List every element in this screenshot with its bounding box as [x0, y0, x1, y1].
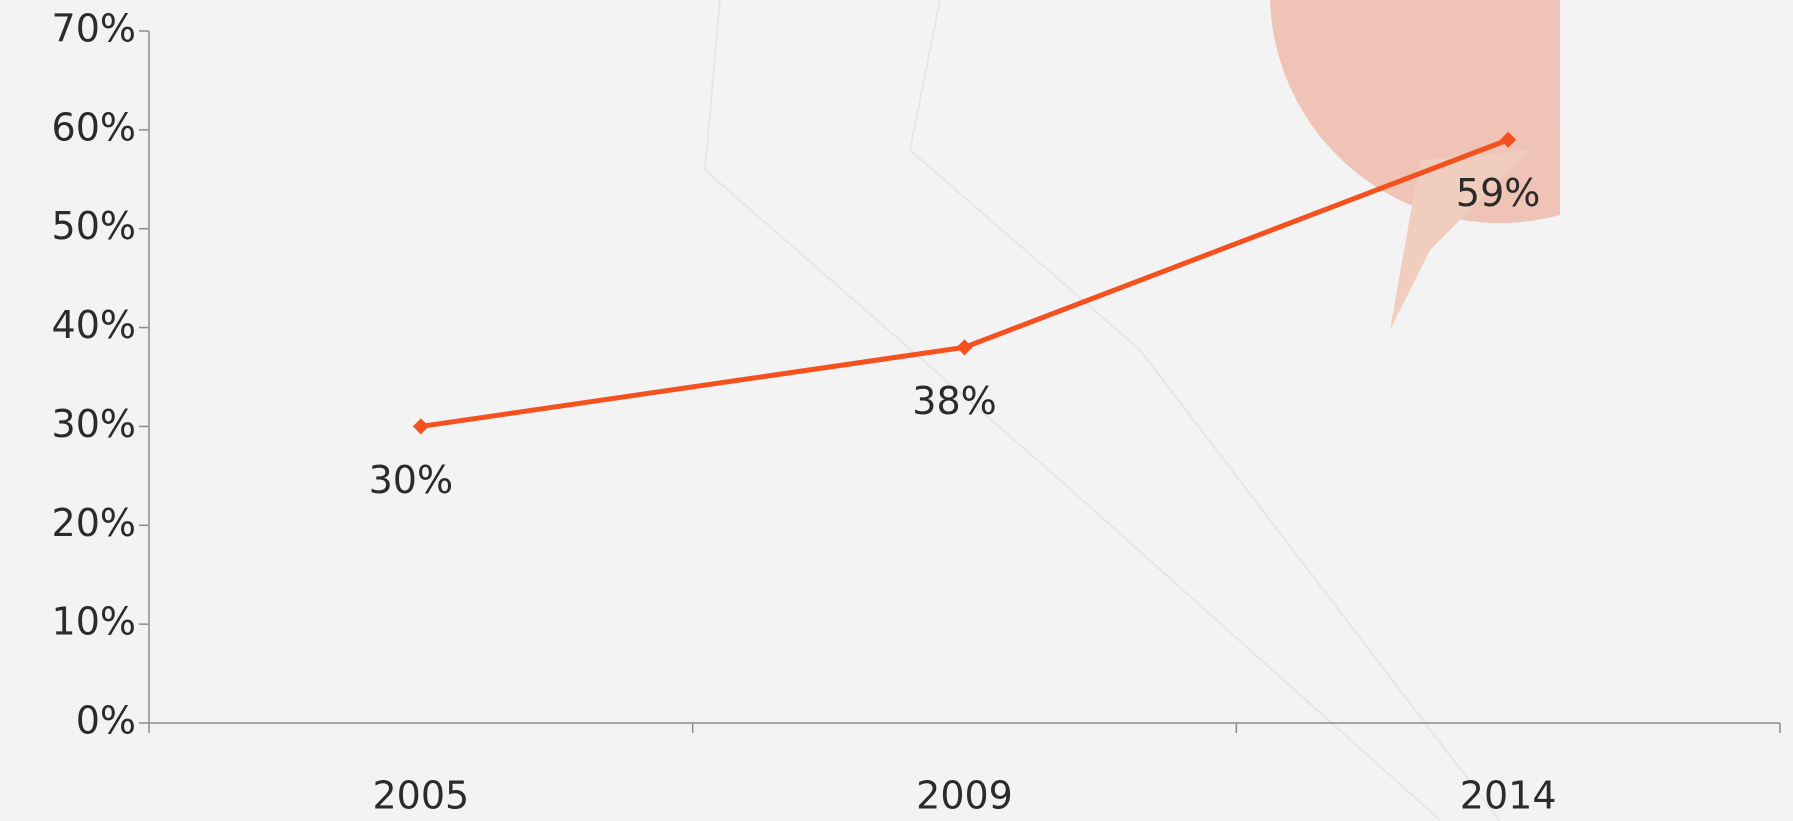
background-decoration [703, 0, 1560, 821]
x-tick-label: 2005 [372, 774, 469, 818]
y-tick-label: 60% [52, 105, 136, 149]
data-label: 30% [369, 458, 453, 502]
y-tick-label: 20% [52, 501, 136, 545]
y-tick-label: 0% [76, 699, 136, 743]
data-point [956, 339, 973, 356]
y-tick-label: 40% [52, 303, 136, 347]
x-tick-label: 2009 [916, 774, 1013, 818]
y-tick-label: 70% [52, 7, 136, 51]
data-point [1500, 131, 1517, 148]
y-tick-label: 50% [52, 204, 136, 248]
y-tick-label: 10% [52, 600, 136, 644]
data-point [412, 418, 429, 435]
x-tick-label: 2014 [1460, 774, 1557, 818]
data-label: 38% [912, 379, 996, 423]
y-tick-label: 30% [52, 402, 136, 446]
data-label: 59% [1456, 171, 1540, 215]
